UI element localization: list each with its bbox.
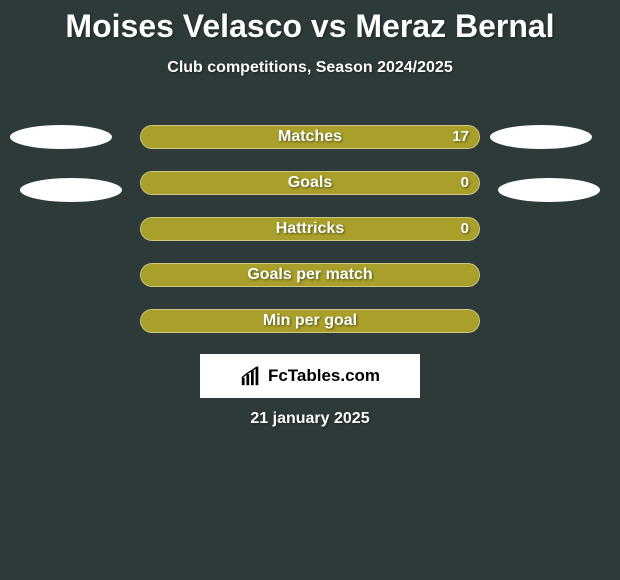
- stat-label: Goals: [141, 172, 479, 194]
- stat-label: Goals per match: [141, 264, 479, 286]
- chart-icon: [240, 365, 262, 387]
- stat-label: Hattricks: [141, 218, 479, 240]
- infographic-container: Moises Velasco vs Meraz Bernal Club comp…: [0, 0, 620, 580]
- decorative-oval: [498, 178, 600, 202]
- source-badge: FcTables.com: [200, 354, 420, 398]
- date-label: 21 january 2025: [0, 410, 620, 428]
- stat-bar: Goals per match: [140, 263, 480, 287]
- page-title: Moises Velasco vs Meraz Bernal: [0, 0, 620, 45]
- stat-row: Hattricks0: [0, 212, 620, 258]
- stat-bar: Goals0: [140, 171, 480, 195]
- decorative-oval: [10, 125, 112, 149]
- stat-label: Min per goal: [141, 310, 479, 332]
- subtitle: Club competitions, Season 2024/2025: [0, 59, 620, 77]
- stats-rows: Matches17Goals0Hattricks0Goals per match…: [0, 120, 620, 350]
- stat-label: Matches: [141, 126, 479, 148]
- stat-bar: Min per goal: [140, 309, 480, 333]
- stat-value: 17: [452, 126, 469, 148]
- stat-row: Min per goal: [0, 304, 620, 350]
- stat-bar: Matches17: [140, 125, 480, 149]
- stat-value: 0: [461, 172, 469, 194]
- decorative-oval: [490, 125, 592, 149]
- stat-value: 0: [461, 218, 469, 240]
- decorative-oval: [20, 178, 122, 202]
- source-label: FcTables.com: [268, 366, 380, 386]
- stat-row: Goals per match: [0, 258, 620, 304]
- stat-bar: Hattricks0: [140, 217, 480, 241]
